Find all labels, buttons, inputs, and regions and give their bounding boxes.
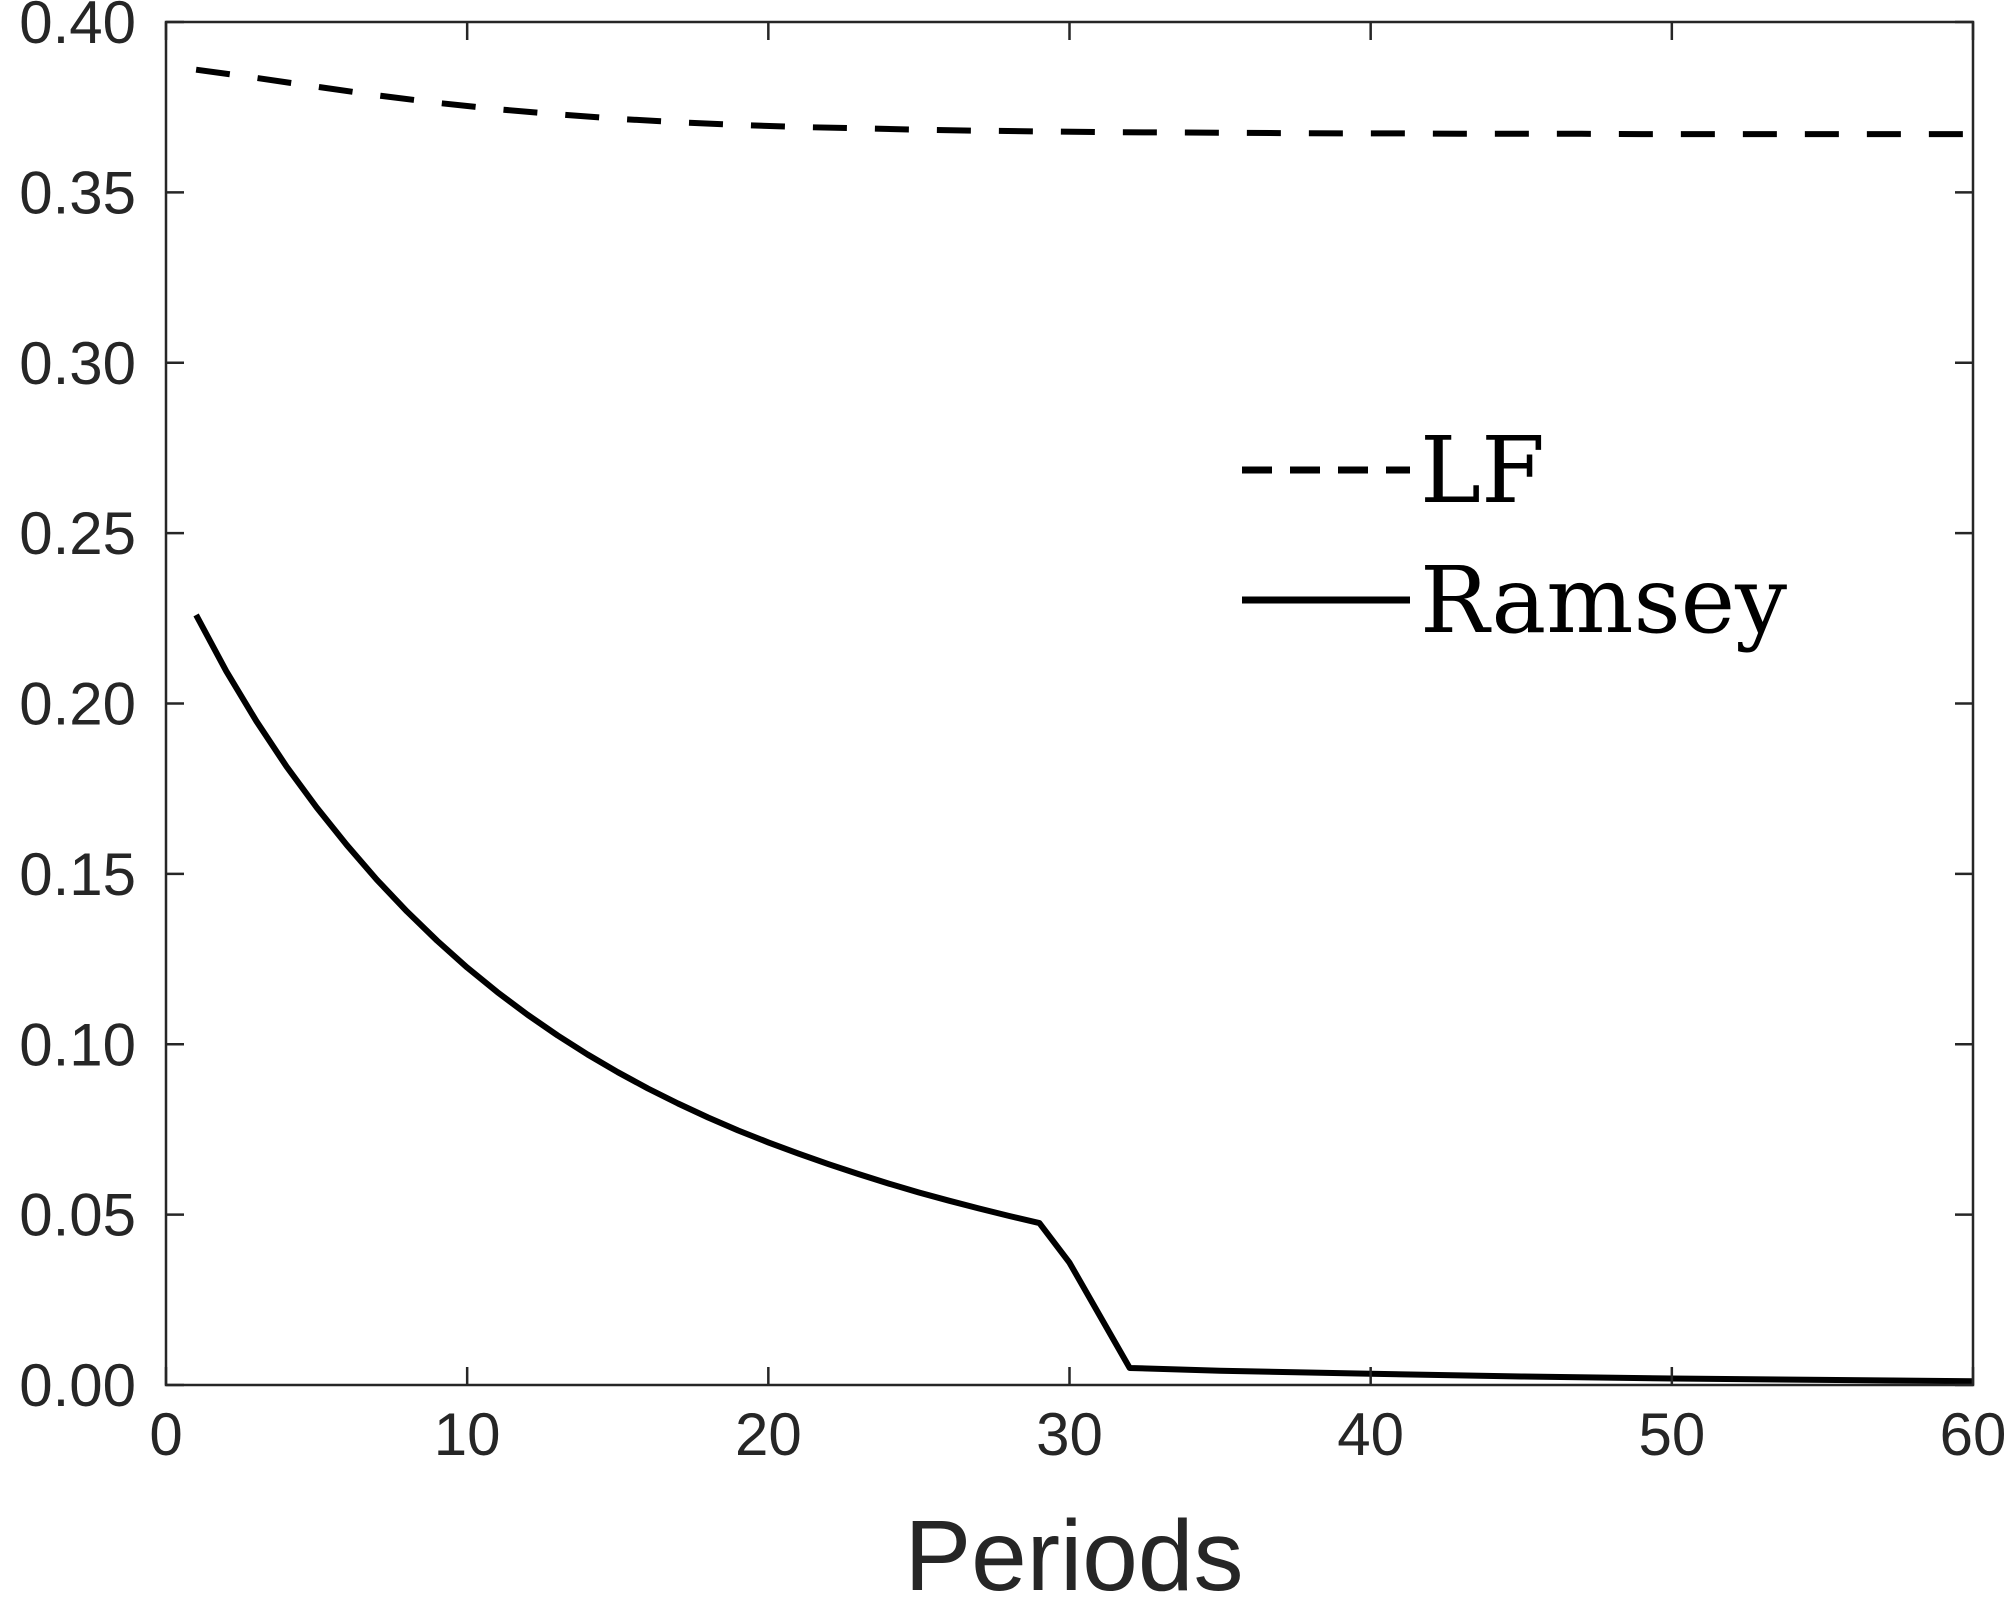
legend-label-ramsey: Ramsey [1420,547,1787,654]
legend-label-lf: LF [1420,417,1545,524]
x-tick-label: 60 [1940,1401,2007,1468]
plot-area [193,66,1974,1385]
y-tick-label: 0.35 [19,159,136,226]
y-tick-label: 0.25 [19,500,136,567]
x-axis-title: Periods [904,1500,1243,1612]
x-tick-label: 10 [434,1401,501,1468]
y-tick-label: 0.40 [19,0,136,56]
x-tick-label: 30 [1036,1401,1103,1468]
y-tick-label: 0.00 [19,1352,136,1419]
y-tick-label: 0.05 [19,1182,136,1249]
series-line-lf [195,66,1973,138]
axes: 0 10 20 30 40 50 60 0.00 0.05 0.10 0.15 0.20 0.25 0.3… [19,0,2006,1468]
y-tick-label: 0.15 [19,841,136,908]
y-tick-label: 0.30 [19,330,136,397]
y-tick-label: 0.20 [19,671,136,738]
x-tick-label: 50 [1638,1401,1705,1468]
x-tick-label: 20 [735,1401,802,1468]
legend: LF Ramsey [1242,417,1787,654]
x-tick-label: 0 [149,1401,182,1468]
x-tick-label: 40 [1337,1401,1404,1468]
series-line-ramsey [193,613,1974,1385]
y-tick-label: 0.10 [19,1011,136,1078]
